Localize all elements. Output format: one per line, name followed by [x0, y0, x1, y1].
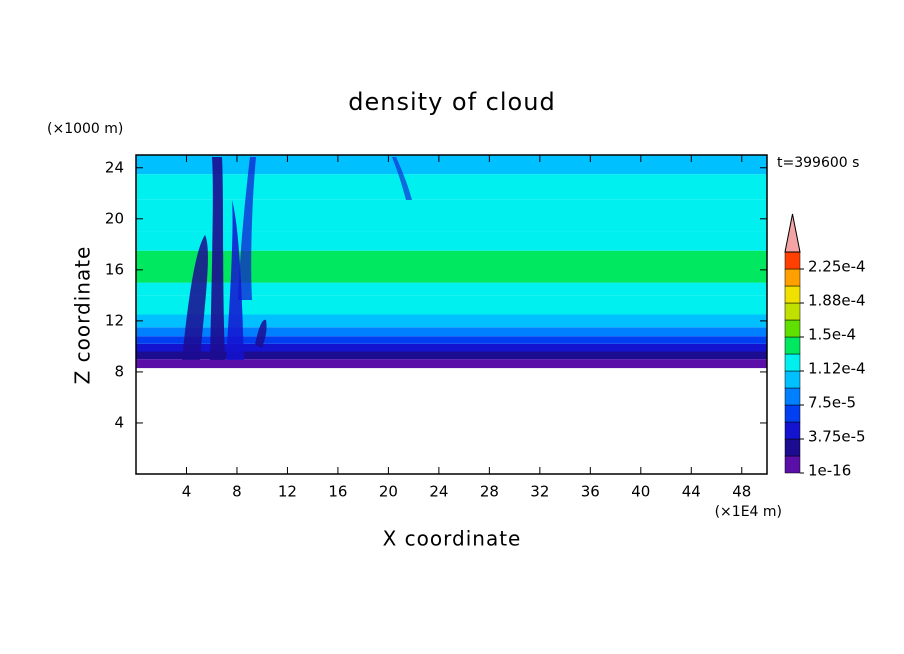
contour-band [136, 155, 767, 175]
colorbar-label: 1e-16 [808, 462, 851, 480]
plume-decoration [182, 157, 412, 360]
x-axis-label: X coordinate [383, 527, 522, 551]
contour-band [136, 250, 767, 283]
colorbar-band [784, 438, 801, 457]
x-tick-label: 8 [232, 483, 242, 501]
x-tick-label: 36 [581, 483, 600, 501]
colorbar-label: 7.5e-5 [808, 394, 856, 412]
x-tick-label: 24 [429, 483, 448, 501]
plot-frame [135, 154, 768, 475]
y-tick-label: 12 [105, 311, 124, 329]
x-unit: (×1E4 m) [715, 504, 782, 520]
x-tick-label: 12 [278, 483, 297, 501]
contour-band [136, 199, 767, 232]
contour-band [136, 231, 767, 251]
colorbar-band [784, 336, 801, 355]
x-tick-label: 48 [732, 483, 751, 501]
colorbar-band [784, 387, 801, 406]
contour-band [136, 174, 767, 200]
colorbar-band [784, 302, 801, 321]
y-axis-label: Z coordinate [71, 246, 95, 385]
contour-field [136, 155, 767, 369]
contour-band [136, 351, 767, 360]
y-tick-label: 4 [114, 413, 124, 431]
x-tick-label: 4 [182, 483, 192, 501]
x-tick-label: 40 [631, 483, 650, 501]
y-tick-label: 24 [105, 158, 124, 176]
colorbar-extend [784, 213, 801, 253]
colorbar-label: 2.25e-4 [808, 258, 866, 276]
colorbar-band [784, 404, 801, 423]
colorbar-band [784, 353, 801, 372]
chart-title: density of cloud [348, 88, 555, 116]
colorbar-band [784, 455, 801, 474]
y-tick-label: 20 [105, 209, 124, 227]
time-label: t=399600 s [777, 155, 859, 171]
contour-band [136, 359, 767, 369]
colorbar-label: 3.75e-5 [808, 428, 866, 446]
x-tick-label: 32 [530, 483, 549, 501]
x-tick-label: 16 [328, 483, 347, 501]
contour-band [136, 327, 767, 337]
y-tick-label: 16 [105, 260, 124, 278]
colorbar-label: 1.5e-4 [808, 326, 856, 344]
contour-band [136, 282, 767, 296]
y-tick-label: 8 [114, 362, 124, 380]
colorbar-band [784, 268, 801, 287]
colorbar-label: 1.88e-4 [808, 292, 866, 310]
colorbar-band [784, 370, 801, 389]
contour-band [136, 343, 767, 352]
contour-band [136, 336, 767, 344]
colorbar-band [784, 251, 801, 270]
x-tick-label: 44 [682, 483, 701, 501]
x-tick-label: 20 [379, 483, 398, 501]
colorbar-band [784, 421, 801, 440]
contour-band [136, 314, 767, 328]
colorbar-band [784, 319, 801, 338]
x-tick-label: 28 [480, 483, 499, 501]
contour-band [136, 295, 767, 315]
colorbar-band [784, 285, 801, 304]
y-unit: (×1000 m) [47, 121, 123, 137]
colorbar-label: 1.12e-4 [808, 360, 866, 378]
